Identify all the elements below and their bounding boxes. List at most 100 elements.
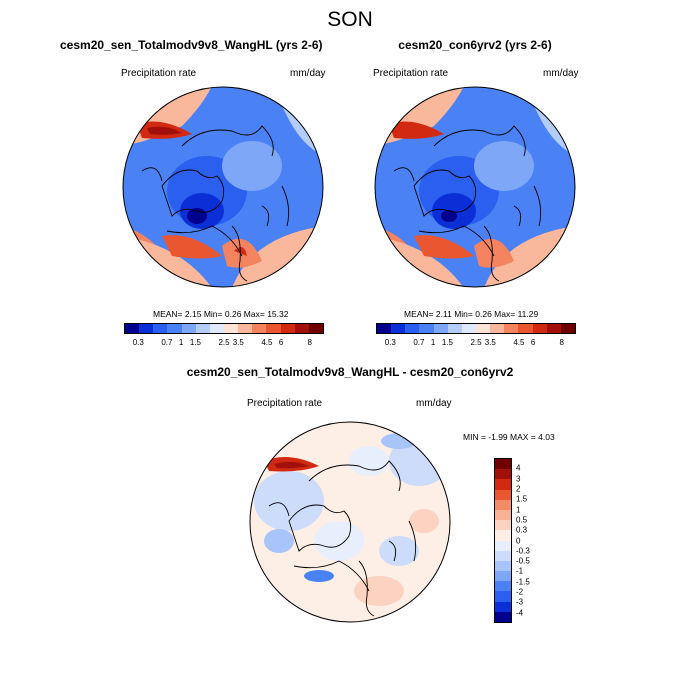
diff-panel-colorbar-swatch-10 (495, 560, 511, 572)
diff-tick-0: 4 (516, 463, 521, 473)
diff-panel-colorbar-swatch-5 (495, 509, 511, 521)
diff-tick-7: 0 (516, 536, 521, 545)
panel-1-polar-map (122, 86, 324, 288)
panel-1-tick-8: 8 (307, 338, 312, 347)
panel-2-colorbar (376, 323, 576, 334)
panel-2-tick-1: 0.7 (413, 338, 425, 347)
panel-1-units-label: mm/day (290, 68, 326, 79)
panel-2-colorbar-swatch-10 (518, 324, 533, 333)
panel-2-tick-8: 8 (559, 338, 564, 347)
panel-1-min-label: Min= (203, 309, 223, 319)
panel-2-colorbar-swatch-7 (475, 324, 491, 333)
panel-1-tick-1: 0.7 (161, 338, 173, 347)
panel-2-mean-label: MEAN= (404, 309, 434, 319)
panel-2-max-value: 11.29 (517, 309, 539, 319)
panel-1-tick-0: 0.3 (132, 338, 144, 347)
panel-1-colorbar-swatch-6 (209, 324, 224, 333)
panel-1-mean-label: MEAN= (153, 309, 183, 319)
diff-panel-colorbar-swatch-14 (495, 601, 511, 612)
diff-panel-colorbar-swatch-12 (495, 581, 511, 592)
panel-1-max-value: 15.32 (267, 309, 289, 319)
diff-panel-polar-map (249, 421, 451, 623)
diff-panel-colorbar-swatch-3 (495, 489, 511, 500)
page-title: SON (327, 8, 373, 31)
panel-2-colorbar-swatch-1 (391, 324, 406, 333)
panel-2-colorbar-swatch-13 (560, 324, 575, 333)
panel-1-mean-value: 2.15 (184, 309, 202, 319)
panel-2-colorbar-swatch-8 (490, 324, 505, 333)
diff-panel-colorbar-swatch-8 (495, 540, 511, 551)
panel-2-colorbar-swatch-0 (377, 324, 392, 333)
diff-tick-14: -4 (516, 608, 524, 618)
panel-1-colorbar-swatch-5 (195, 324, 210, 333)
panel-2-min-value: 0.26 (475, 309, 492, 319)
panel-2-tick-4: 2.5 (470, 338, 482, 347)
panel-1-colorbar-swatch-12 (294, 324, 309, 333)
panel-1-colorbar-swatch-1 (139, 324, 154, 333)
panel-1-colorbar-swatch-4 (181, 324, 196, 333)
panel-2-title: cesm20_con6yrv2 (yrs 2-6) (398, 38, 552, 52)
diff-tick-5: 0.5 (516, 515, 528, 525)
diff-tick-2: 2 (516, 484, 521, 494)
diff-panel-colorbar-swatch-15 (495, 611, 511, 622)
diff-tick-10: -1 (516, 566, 524, 576)
diff-panel-max-value: 4.03 (538, 432, 555, 442)
diff-panel-variable-label: Precipitation rate (247, 398, 323, 409)
diff-panel-colorbar (494, 458, 512, 623)
diff-panel-colorbar-swatch-4 (495, 499, 511, 510)
panel-2-mean-value: 2.11 (435, 309, 452, 319)
panel-1-colorbar-swatch-10 (266, 324, 281, 333)
diff-panel-colorbar-swatch-13 (495, 591, 511, 602)
diff-panel-colorbar-swatch-7 (495, 530, 511, 541)
diff-panel-colorbar-swatch-2 (495, 479, 511, 490)
diff-panel-colorbar-swatch-1 (495, 469, 511, 480)
diff-panel-colorbar-ticks: 4 3 2 1.5 1 0.5 0.3 0 -0.3 -0.5 -1 -1.5 … (516, 458, 546, 623)
panel-1-tick-3: 1.5 (189, 338, 201, 347)
panel-1-colorbar (124, 323, 324, 334)
panel-2-colorbar-swatch-11 (532, 324, 547, 333)
panel-1-tick-2: 1 (178, 338, 184, 347)
panel-1-tick-5: 3.5 (232, 338, 244, 347)
panel-1-colorbar-swatch-8 (238, 324, 253, 333)
panel-2-colorbar-swatch-9 (504, 324, 519, 333)
panel-2-colorbar-swatch-4 (433, 324, 448, 333)
diff-panel-min-label: MIN = (463, 432, 486, 442)
panel-1-variable-label: Precipitation rate (121, 68, 197, 79)
panel-2-tick-0: 0.3 (384, 338, 396, 347)
panel-2-colorbar-swatch-2 (405, 324, 420, 333)
panel-1-colorbar-ticks: 0.3 0.7 1 1.5 2.5 3.5 4.5 6 8 (124, 338, 324, 350)
diff-tick-3: 1.5 (516, 494, 528, 504)
diff-tick-12: -2 (516, 587, 524, 597)
diff-panel-colorbar-swatch-9 (495, 550, 511, 561)
panel-2-tick-5: 3.5 (484, 338, 496, 347)
diff-panel-colorbar-swatch-6 (495, 520, 511, 531)
diff-tick-9: -0.5 (516, 556, 530, 566)
panel-2-tick-3: 1.5 (441, 338, 453, 347)
panel-1-tick-4: 2.5 (218, 338, 230, 347)
diff-panel-max-label: MAX = (510, 432, 536, 442)
diff-panel-units-label: mm/day (416, 398, 452, 409)
panel-1-max-label: Max= (243, 309, 265, 319)
panel-1-title: cesm20_sen_Totalmodv9v8_WangHL (yrs 2-6) (60, 38, 323, 52)
diff-panel-colorbar-swatch-0 (495, 459, 511, 470)
panel-2-min-label: Min= (454, 309, 473, 319)
diff-tick-6: 0.3 (516, 525, 528, 535)
panel-1-colorbar-swatch-3 (167, 324, 182, 333)
panel-2-units-label: mm/day (543, 68, 579, 79)
panel-1-tick-6: 4.5 (261, 338, 273, 347)
diff-tick-4: 1 (516, 505, 521, 515)
panel-1-colorbar-swatch-11 (280, 324, 295, 333)
panel-2-polar-map (374, 86, 576, 288)
diff-tick-1: 3 (516, 474, 521, 484)
panel-2-colorbar-swatch-12 (546, 324, 561, 333)
panel-1-colorbar-swatch-0 (125, 324, 140, 333)
panel-1-min-value: 0.26 (224, 309, 242, 319)
panel-1-colorbar-swatch-2 (153, 324, 168, 333)
diff-panel-min-value: -1.99 (488, 432, 508, 442)
diff-panel-title: cesm20_sen_Totalmodv9v8_WangHL - cesm20_… (186, 365, 514, 379)
panel-2-colorbar-swatch-6 (461, 324, 476, 333)
panel-2-colorbar-swatch-5 (447, 324, 462, 333)
panel-1-colorbar-swatch-13 (308, 324, 323, 333)
diff-tick-11: -1.5 (516, 577, 530, 587)
panel-1-tick-7: 6 (278, 338, 284, 347)
